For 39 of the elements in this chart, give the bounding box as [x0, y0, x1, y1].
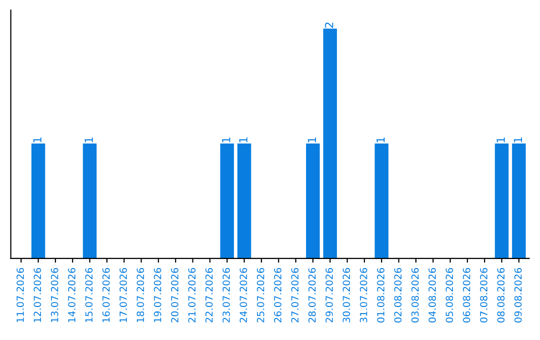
x-tick-label: 22.07.2026 — [205, 268, 213, 322]
data-label: 1 — [376, 137, 385, 142]
x-tick-label: 09.08.2026 — [514, 268, 522, 322]
data-label: 1 — [239, 137, 248, 142]
x-tick-label: 02.08.2026 — [394, 268, 402, 322]
x-tick-label: 26.07.2026 — [274, 268, 282, 322]
x-tick-label: 13.07.2026 — [50, 268, 58, 322]
x-tick-label: 06.08.2026 — [462, 268, 470, 322]
x-tick-label: 01.08.2026 — [377, 268, 384, 322]
data-label: 1 — [222, 137, 230, 142]
x-tick-label: 03.08.2026 — [411, 268, 419, 322]
x-tick-label: 24.07.2026 — [240, 268, 248, 322]
x-tick-label: 12.07.2026 — [34, 268, 42, 322]
x-tick-label: 07.08.2026 — [480, 268, 488, 322]
data-label: 2 — [324, 22, 334, 28]
x-tick-label: 27.07.2026 — [291, 268, 299, 322]
x-tick-label: 08.08.2026 — [497, 268, 505, 322]
data-label: 1 — [84, 137, 93, 142]
x-tick-label: 31.07.2026 — [360, 268, 368, 322]
data-label: 1 — [33, 137, 42, 142]
data-label: 1 — [514, 137, 522, 142]
x-tick-label: 20.07.2026 — [171, 268, 178, 322]
x-tick-label: 19.07.2026 — [154, 268, 162, 322]
data-label: 1 — [308, 137, 316, 142]
x-tick-label: 16.07.2026 — [102, 268, 110, 322]
x-tick-label: 14.07.2026 — [68, 268, 76, 322]
x-tick-label: 29.07.2026 — [326, 268, 333, 322]
x-tick-label: 30.07.2026 — [342, 268, 350, 322]
x-tick-label: 05.08.2026 — [446, 268, 454, 322]
x-tick-label: 18.07.2026 — [136, 268, 144, 322]
x-tick-label: 25.07.2026 — [256, 268, 264, 322]
x-tick-label: 17.07.2026 — [120, 268, 127, 322]
x-tick-label: 28.07.2026 — [308, 268, 316, 322]
x-tick-label: 11.07.2026 — [16, 268, 24, 322]
x-tick-label: 15.07.2026 — [85, 268, 93, 322]
x-tick-label: 04.08.2026 — [428, 268, 436, 322]
x-tick-label: 21.07.2026 — [188, 268, 196, 322]
data-label: 1 — [496, 137, 505, 142]
x-tick-label: 23.07.2026 — [222, 268, 230, 322]
